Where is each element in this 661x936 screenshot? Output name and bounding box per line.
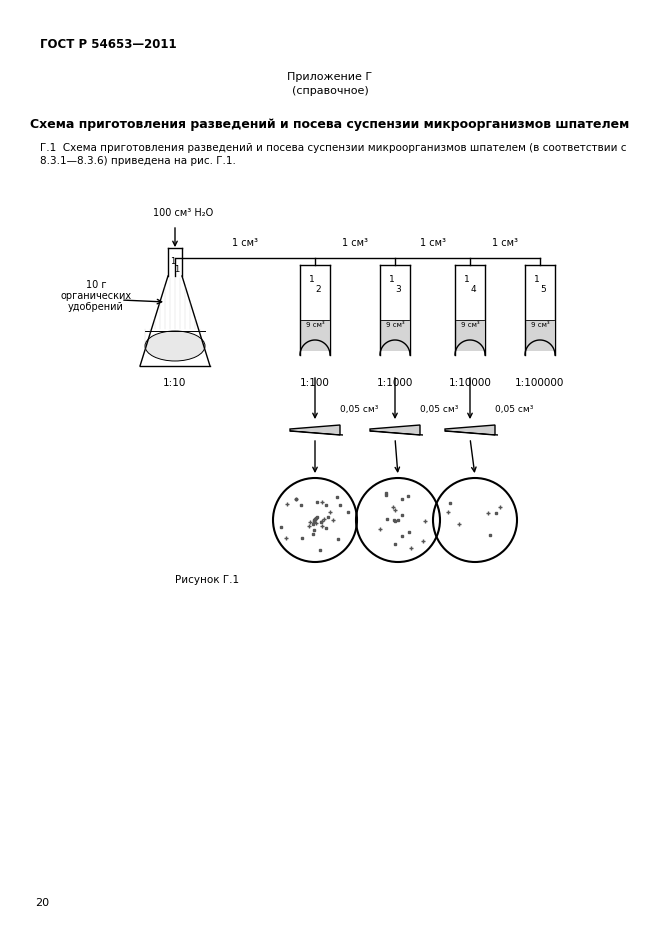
Text: 5: 5 — [540, 285, 546, 294]
Text: Схема приготовления разведений и посева суспензии микроорганизмов шпателем: Схема приготовления разведений и посева … — [30, 118, 630, 131]
Text: 9 см³: 9 см³ — [305, 322, 325, 328]
Text: 1: 1 — [171, 257, 176, 267]
Text: 8.3.1—8.3.6) приведена на рис. Г.1.: 8.3.1—8.3.6) приведена на рис. Г.1. — [40, 156, 236, 166]
Text: 1 см³: 1 см³ — [232, 238, 258, 248]
Text: 1:1000: 1:1000 — [377, 378, 413, 388]
Polygon shape — [370, 425, 420, 435]
Polygon shape — [370, 431, 423, 435]
Text: удобрений: удобрений — [68, 302, 124, 312]
Bar — [456, 319, 484, 351]
Text: Приложение Г: Приложение Г — [288, 72, 373, 82]
Text: Г.1  Схема приготовления разведений и посева суспензии микроорганизмов шпателем : Г.1 Схема приготовления разведений и пос… — [40, 143, 627, 153]
Text: 9 см³: 9 см³ — [461, 322, 479, 328]
Text: 1:100000: 1:100000 — [516, 378, 564, 388]
Text: 10 г: 10 г — [86, 280, 106, 290]
Text: 20: 20 — [35, 898, 49, 908]
Text: 2: 2 — [315, 285, 321, 294]
Text: ГОСТ Р 54653—2011: ГОСТ Р 54653—2011 — [40, 38, 176, 51]
Text: органических: органических — [60, 291, 132, 301]
Polygon shape — [445, 425, 495, 435]
Text: (справочное): (справочное) — [292, 86, 368, 96]
Text: 9 см³: 9 см³ — [385, 322, 405, 328]
Text: 1:100: 1:100 — [300, 378, 330, 388]
Bar — [301, 319, 329, 351]
Ellipse shape — [145, 331, 205, 361]
Text: 1: 1 — [309, 275, 315, 284]
Text: 0,05 см³: 0,05 см³ — [420, 405, 458, 414]
Text: 9 см³: 9 см³ — [531, 322, 549, 328]
Text: 0,05 см³: 0,05 см³ — [340, 405, 378, 414]
Text: 1 см³: 1 см³ — [342, 238, 368, 248]
Text: 1 см³: 1 см³ — [420, 238, 446, 248]
Text: 1: 1 — [175, 266, 180, 274]
Polygon shape — [290, 431, 343, 435]
Text: 0,05 см³: 0,05 см³ — [495, 405, 533, 414]
Text: 100 см³ H₂O: 100 см³ H₂O — [153, 208, 213, 218]
Text: Рисунок Г.1: Рисунок Г.1 — [175, 575, 239, 585]
Text: 1: 1 — [389, 275, 395, 284]
Text: 1 см³: 1 см³ — [492, 238, 518, 248]
Bar — [381, 319, 409, 351]
Text: 1:10: 1:10 — [163, 378, 186, 388]
Text: 1: 1 — [534, 275, 540, 284]
Polygon shape — [290, 425, 340, 435]
Text: 3: 3 — [395, 285, 401, 294]
Text: 1:10000: 1:10000 — [449, 378, 491, 388]
Text: 4: 4 — [470, 285, 476, 294]
Bar — [526, 319, 554, 351]
Polygon shape — [445, 431, 498, 435]
Text: 1: 1 — [464, 275, 470, 284]
